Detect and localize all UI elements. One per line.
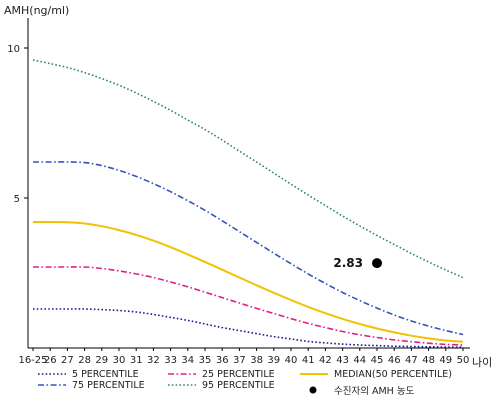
x-tick-label: 50 (457, 355, 470, 366)
series-line-5-percentile (33, 308, 464, 348)
x-tick-label: 16-25 (18, 355, 47, 366)
x-tick-label: 34 (181, 355, 194, 366)
x-tick-label: 28 (78, 355, 91, 366)
y-tick-label: 5 (14, 194, 20, 205)
series-lines (32, 59, 464, 348)
x-tick-label: 46 (388, 355, 401, 366)
x-tick-label: 38 (250, 355, 263, 366)
x-tick-label: 45 (371, 355, 384, 366)
legend-label: 75 PERCENTILE (72, 380, 145, 391)
x-tick-label: 33 (164, 355, 177, 366)
patient-amh-point (372, 258, 382, 269)
x-tick-label: 35 (199, 355, 212, 366)
x-tick-label: 48 (422, 355, 435, 366)
patient-amh-value-label: 2.83 (333, 256, 363, 270)
x-tick-label: 39 (267, 355, 280, 366)
x-tick-label: 47 (405, 355, 418, 366)
x-tick-label: 43 (336, 355, 349, 366)
y-tick-label: 10 (7, 44, 20, 55)
x-tick-label: 49 (439, 355, 452, 366)
x-tick-label: 27 (61, 355, 74, 366)
series-line-75-percentile (33, 161, 464, 336)
x-tick-label: 37 (233, 355, 246, 366)
legend-label: 95 PERCENTILE (202, 380, 275, 391)
y-ticks: 5 10 (7, 44, 28, 205)
x-tick-label: 36 (216, 355, 229, 366)
legend-marker-patient (309, 386, 317, 394)
legend-label: 5 PERCENTILE (72, 369, 139, 380)
x-tick-label: 44 (353, 355, 366, 366)
series-line-median-50-percentile (32, 220, 464, 343)
x-tick-label: 31 (130, 355, 143, 366)
y-axis-title: AMH(ng/ml) (4, 4, 69, 17)
series-line-25-percentile (32, 266, 464, 346)
x-tick-label: 42 (319, 355, 332, 366)
patient-marker: 2.83 (333, 256, 382, 270)
legend-label: 25 PERCENTILE (202, 369, 275, 380)
x-tick-label: 26 (44, 355, 57, 366)
legend-label: MEDIAN(50 PERCENTILE) (334, 369, 452, 380)
x-axis-title: 나이 (472, 356, 492, 369)
x-tick-label: 29 (95, 355, 108, 366)
legend: 5 PERCENTILE 25 PERCENTILE MEDIAN(50 PERCE… (38, 369, 452, 397)
axes: AMH(ng/ml) 나이 (4, 4, 492, 369)
series-line-95-percentile (32, 59, 464, 279)
legend-label-patient: 수진자의 AMH 농도 (334, 386, 415, 397)
x-tick-label: 30 (113, 355, 126, 366)
x-tick-label: 41 (302, 355, 315, 366)
x-tick-label: 40 (285, 355, 298, 366)
x-tick-label: 32 (147, 355, 160, 366)
